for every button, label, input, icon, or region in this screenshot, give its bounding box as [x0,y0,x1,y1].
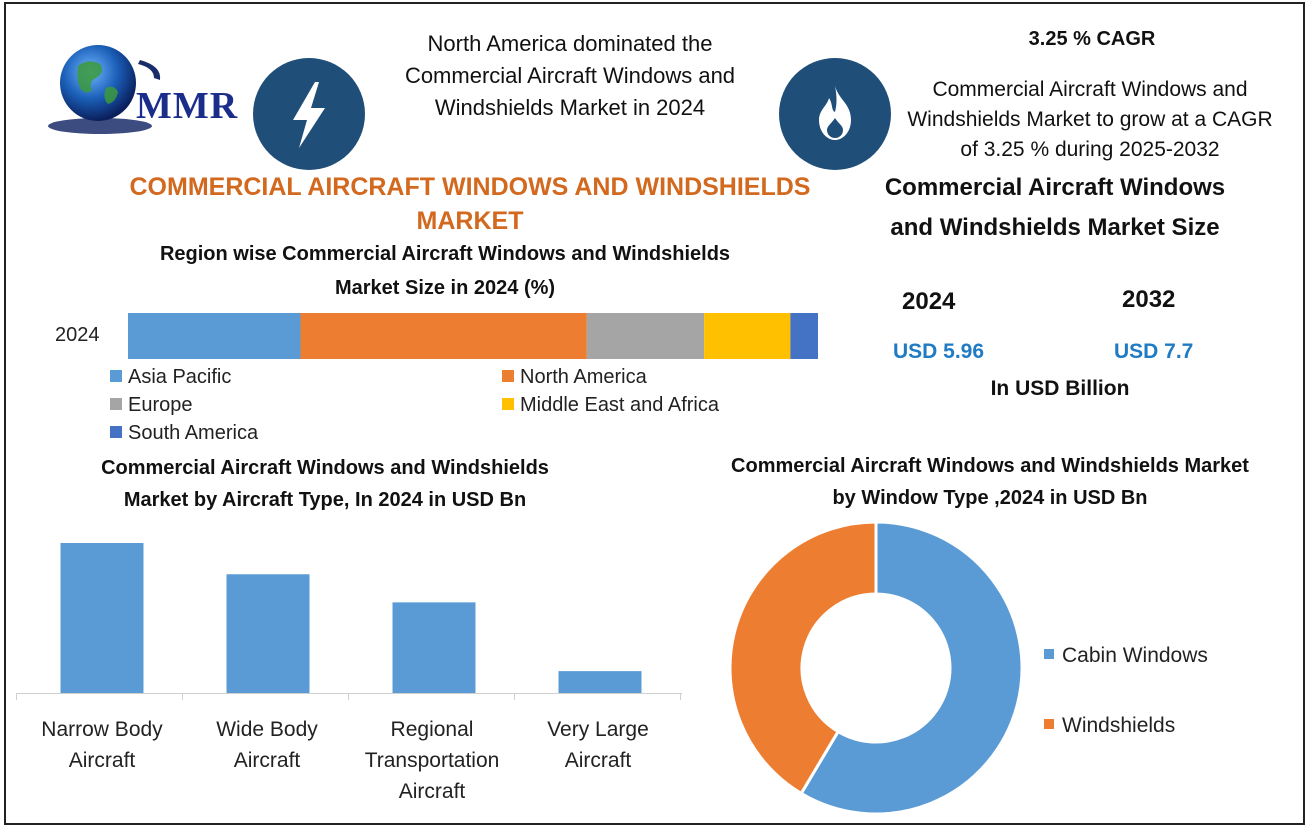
flame-icon [779,58,891,170]
donut-slice-cabin-windows [799,520,1024,816]
legend-label: Asia Pacific [128,366,232,388]
legend-item-mea: Middle East and Africa [502,394,719,417]
swatch-south-america [110,425,122,438]
swatch-mea [502,397,514,410]
cagr-title: 3.25 % CAGR [1028,28,1156,50]
legend-label: South America [128,422,259,444]
region-stacked-bar [128,313,818,359]
lightning-bolt-icon [253,58,365,170]
legend-item-north-america: North America [502,366,647,389]
window-type-donut-chart [728,520,1024,816]
legend-label: Cabin Windows [1062,644,1208,667]
donut-chart-title: Commercial Aircraft Windows and Windshie… [731,455,1249,509]
stack-segment-asia-pacific [128,313,301,359]
swatch-north-america [502,369,514,382]
headline-text: North America dominated the Commercial A… [404,31,736,120]
bar-very-large-aircraft [558,671,642,693]
stack-segment-europe [586,313,705,359]
donut-slice-windshields [728,520,878,796]
globe-icon [48,45,161,134]
swatch-cabin-windows [1044,649,1054,660]
aircraft-chart-title: Commercial Aircraft Windows and Windshie… [101,457,549,511]
stack-segment-north-america [300,313,587,359]
legend-item-asia-pacific: Asia Pacific [110,366,231,389]
cagr-description: Commercial Aircraft Windows and Windshie… [907,78,1273,161]
year-2024-label: 2024 [902,288,956,315]
legend-label: Windshields [1062,714,1176,737]
bar-regional-transportation-aircraft [392,602,476,693]
bar-wide-body-aircraft [226,574,310,693]
category-label-wide-body: Wide Body Aircraft [216,718,318,772]
aircraft-bar-chart [16,543,682,700]
infographic-frame [4,2,1305,825]
year-2032-label: 2032 [1122,286,1176,313]
region-chart-title: Region wise Commercial Aircraft Windows … [159,243,731,299]
swatch-windshields [1044,719,1054,730]
legend-item-windshields: Windshields [1044,714,1175,738]
market-size-title: Commercial Aircraft Windows and Windshie… [884,174,1226,241]
stack-segment-middle-east-and-africa [704,313,791,359]
legend-item-south-america: South America [110,422,258,445]
main-title: COMMERCIAL AIRCRAFT WINDOWS AND WINDSHIE… [129,173,811,235]
stack-segment-south-america [790,313,818,359]
mmr-logo: MMR [40,38,260,148]
bar-narrow-body-aircraft [60,543,144,693]
legend-item-europe: Europe [110,394,193,417]
logo-text: MMR [136,85,239,127]
legend-item-cabin-windows: Cabin Windows [1044,644,1208,668]
legend-label: North America [520,366,647,388]
swatch-europe [110,397,122,410]
category-label-narrow-body: Narrow Body Aircraft [41,718,163,772]
swatch-asia-pacific [110,369,122,382]
unit-label: In USD Billion [990,377,1130,400]
legend-label: Europe [128,394,193,416]
value-2032: USD 7.7 [1114,340,1194,363]
value-2024: USD 5.96 [893,340,985,363]
legend-label: Middle East and Africa [520,394,719,416]
region-chart-category: 2024 [55,324,100,346]
category-label-very-large: Very Large Aircraft [547,718,649,772]
category-label-regional: Regional Transportation Aircraft [364,718,500,803]
